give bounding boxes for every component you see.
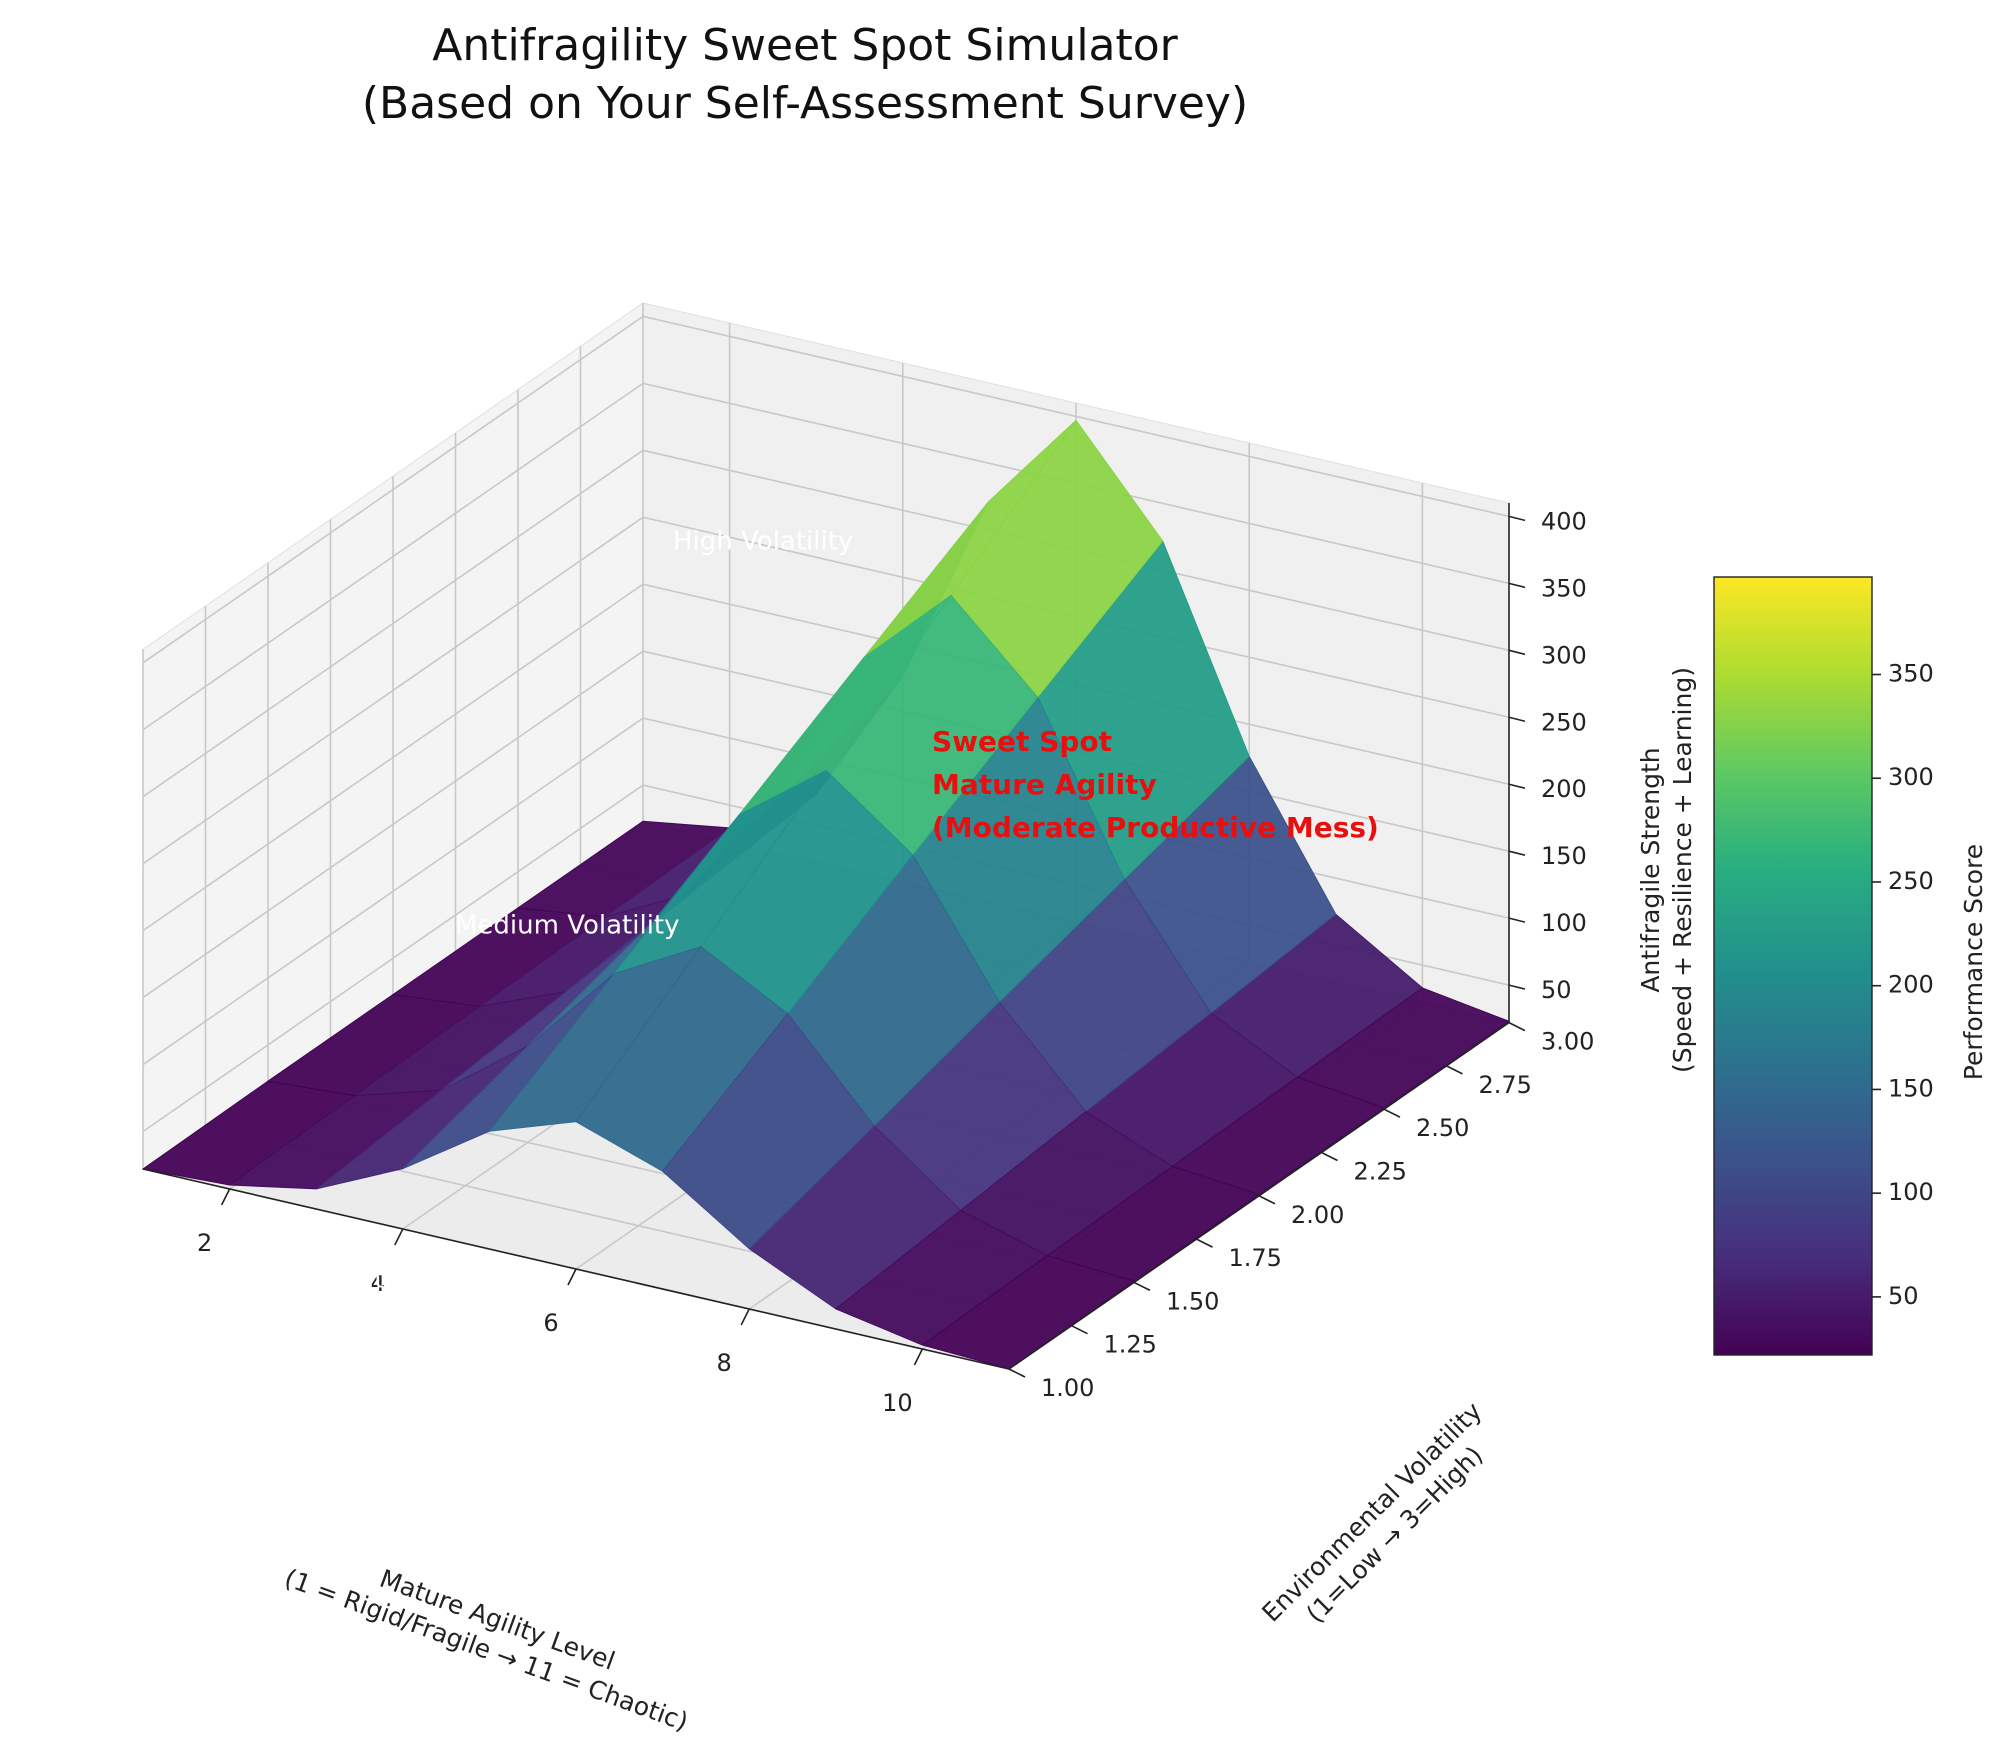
- y-tick-label: 2.50: [1416, 1114, 1469, 1142]
- x-tick: [220, 1188, 231, 1206]
- annotation: Low Volatility: [228, 1265, 400, 1295]
- x-tick-label: 10: [882, 1389, 913, 1417]
- z-tick: [1508, 984, 1526, 990]
- y-tick-label: 1.75: [1229, 1244, 1282, 1272]
- highlight-annotation: Sweet Spot: [932, 725, 1112, 758]
- colorbar-tick-label: 50: [1888, 1282, 1919, 1310]
- colorbar-tick-label: 250: [1888, 867, 1934, 895]
- z-axis-label-line: Antifragile Strength: [1636, 747, 1665, 992]
- z-tick-label: 200: [1541, 775, 1587, 803]
- z-tick: [1508, 649, 1526, 656]
- z-axis-label: Antifragile Strength (Speed + Resilience…: [1636, 667, 1697, 1073]
- y-tick-label: 1.25: [1104, 1331, 1157, 1359]
- z-tick-label: 250: [1541, 708, 1587, 736]
- grid-line: [142, 449, 644, 798]
- axes: 2 4 6 8 10 1.00 1.25 1.50 1.75 2.00 2.25 2.50 2.75 3.…: [142, 503, 1594, 1417]
- chart-title: Antifragility Sweet Spot Simulator: [432, 20, 1178, 71]
- z-tick-label: 350: [1541, 574, 1587, 602]
- y-tick: [1321, 1151, 1338, 1162]
- z-tick-label: 150: [1541, 842, 1587, 870]
- z-tick-label: 50: [1541, 976, 1572, 1004]
- colorbar-tick-label: 200: [1888, 971, 1934, 999]
- grid-line: [142, 583, 644, 932]
- surface-face: [921, 1255, 1136, 1370]
- surface: [141, 419, 1511, 1370]
- y-axis-label: Environmental Volatility (1=Low → 3=High…: [1256, 1396, 1488, 1628]
- x-tick: [567, 1268, 577, 1286]
- y-tick: [1383, 1108, 1401, 1118]
- x-tick: [740, 1308, 750, 1326]
- colorbar-gradient: [1713, 576, 1873, 1356]
- x-tick-label: 8: [717, 1349, 732, 1377]
- x-tick-label: 6: [543, 1309, 558, 1337]
- highlight-annotation: Mature Agility: [932, 768, 1157, 801]
- y-tick: [1258, 1195, 1276, 1205]
- y-tick-label: 2.75: [1479, 1071, 1532, 1099]
- y-tick-label: 2.00: [1291, 1201, 1344, 1229]
- colorbar-tick-label: 100: [1888, 1178, 1934, 1206]
- colorbar: 50 100 150 200 250 300 350: [1713, 576, 1934, 1356]
- x-tick: [913, 1348, 924, 1366]
- z-tick-label: 400: [1541, 507, 1587, 535]
- y-tick: [1446, 1065, 1463, 1075]
- z-tick: [1508, 515, 1526, 522]
- grid-line: [142, 717, 644, 1066]
- y-tick: [1008, 1368, 1026, 1378]
- z-tick-label: 300: [1541, 641, 1587, 669]
- y-tick: [1071, 1324, 1088, 1335]
- x-tick-label: 4: [370, 1269, 385, 1297]
- x-tick-label: 2: [197, 1229, 212, 1257]
- y-axis-label-line: Environmental Volatility: [1256, 1396, 1487, 1627]
- y-tick-label: 1.00: [1041, 1374, 1094, 1402]
- colorbar-tick-label: 150: [1888, 1074, 1934, 1102]
- y-tick: [1133, 1281, 1151, 1292]
- z-tick: [1508, 716, 1526, 723]
- z-tick: [1508, 917, 1526, 923]
- y-tick: [1508, 1021, 1526, 1032]
- z-tick: [1508, 783, 1526, 790]
- y-tick-label: 1.50: [1166, 1287, 1219, 1315]
- grid-line: [642, 315, 1510, 518]
- x-axis-label-line: (1 = Rigid/Fragile → 11 = Chaotic): [281, 1563, 692, 1736]
- colorbar-tick-label: 350: [1888, 660, 1934, 688]
- colorbar-label: Performance Score: [1959, 844, 1988, 1080]
- x-tick: [394, 1228, 404, 1246]
- z-tick: [1508, 850, 1526, 856]
- surface-face: [661, 1012, 875, 1250]
- x-axis-label: Mature Agility Level (1 = Rigid/Fragile …: [281, 1563, 692, 1736]
- z-tick-label: 100: [1541, 909, 1587, 937]
- grid-line: [142, 315, 644, 664]
- grid-line: [142, 516, 644, 865]
- grid-line: [142, 650, 644, 999]
- chart-title: (Based on Your Self-Assessment Survey): [362, 78, 1248, 129]
- y-tick: [1196, 1238, 1213, 1248]
- y-tick-label: 2.25: [1354, 1158, 1407, 1186]
- grid-line: [142, 784, 644, 1133]
- colorbar-tick-label: 300: [1888, 763, 1934, 791]
- z-axis-label-line: (Speed + Resilience + Learning): [1668, 667, 1697, 1073]
- highlight-annotation: (Moderate Productive Mess): [932, 811, 1379, 844]
- annotation: Medium Volatility: [455, 911, 680, 941]
- y-tick-label: 3.00: [1541, 1028, 1594, 1056]
- annotation: High Volatility: [673, 527, 853, 557]
- grid-line: [142, 382, 644, 731]
- z-tick: [1508, 582, 1526, 589]
